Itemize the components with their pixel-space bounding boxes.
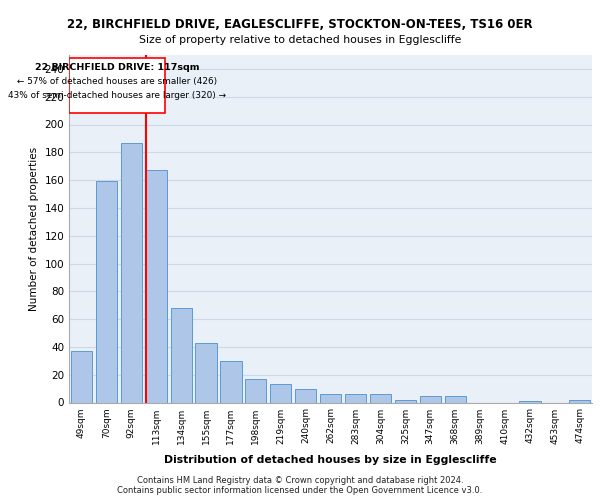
Text: 22 BIRCHFIELD DRIVE: 117sqm: 22 BIRCHFIELD DRIVE: 117sqm: [35, 62, 199, 72]
Text: Contains public sector information licensed under the Open Government Licence v3: Contains public sector information licen…: [118, 486, 482, 495]
Y-axis label: Number of detached properties: Number of detached properties: [29, 146, 39, 311]
Bar: [220, 361, 242, 403]
Bar: [245, 379, 266, 402]
Bar: [569, 400, 590, 402]
Bar: [196, 342, 217, 402]
Bar: [71, 351, 92, 403]
Bar: [295, 388, 316, 402]
Bar: [270, 384, 292, 402]
Bar: [96, 182, 117, 402]
Bar: [445, 396, 466, 402]
Text: Size of property relative to detached houses in Egglescliffe: Size of property relative to detached ho…: [139, 35, 461, 45]
Bar: [170, 308, 192, 402]
Text: Contains HM Land Registry data © Crown copyright and database right 2024.: Contains HM Land Registry data © Crown c…: [137, 476, 463, 485]
Bar: [370, 394, 391, 402]
Bar: [419, 396, 441, 402]
Bar: [146, 170, 167, 402]
Text: 43% of semi-detached houses are larger (320) →: 43% of semi-detached houses are larger (…: [8, 91, 226, 100]
Bar: [121, 142, 142, 402]
Text: ← 57% of detached houses are smaller (426): ← 57% of detached houses are smaller (42…: [17, 77, 217, 86]
FancyBboxPatch shape: [69, 58, 165, 114]
Bar: [395, 400, 416, 402]
Bar: [345, 394, 366, 402]
Bar: [320, 394, 341, 402]
X-axis label: Distribution of detached houses by size in Egglescliffe: Distribution of detached houses by size …: [164, 455, 497, 465]
Text: 22, BIRCHFIELD DRIVE, EAGLESCLIFFE, STOCKTON-ON-TEES, TS16 0ER: 22, BIRCHFIELD DRIVE, EAGLESCLIFFE, STOC…: [67, 18, 533, 30]
Bar: [520, 401, 541, 402]
